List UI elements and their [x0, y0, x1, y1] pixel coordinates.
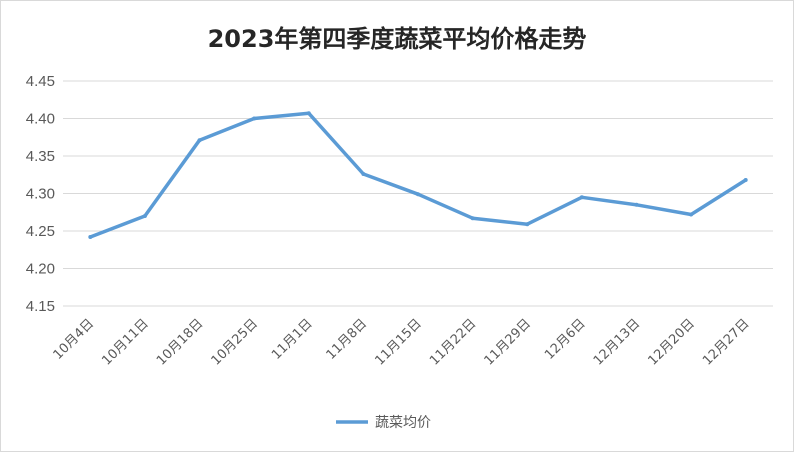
y-tick-label: 4.40 — [26, 111, 55, 128]
data-point — [743, 178, 748, 182]
data-point — [416, 192, 420, 197]
data-point — [306, 111, 311, 116]
x-tick-label: 10月11日 — [99, 316, 151, 368]
y-tick-label: 4.20 — [26, 261, 55, 278]
x-tick-label: 10月4日 — [51, 316, 98, 363]
chart-title: 2023年第四季度蔬菜平均价格走势 — [208, 25, 587, 53]
data-point — [579, 195, 584, 200]
data-point — [252, 116, 257, 121]
x-tick-label: 12月20日 — [646, 316, 698, 368]
y-tick-label: 4.35 — [26, 148, 55, 165]
x-tick-label: 11月22日 — [427, 316, 479, 368]
x-tick-label: 11月15日 — [372, 316, 424, 368]
y-axis-ticks: 4.15 4.20 4.25 4.30 4.35 4.40 4.45 — [26, 73, 55, 315]
data-point — [689, 212, 694, 217]
y-tick-label: 4.25 — [26, 223, 55, 240]
data-point — [361, 172, 366, 176]
series-line — [88, 111, 748, 239]
data-point — [142, 214, 147, 218]
x-tick-label: 12月6日 — [542, 316, 589, 363]
x-tick-label: 11月29日 — [482, 316, 534, 368]
legend: 蔬菜均价 — [336, 415, 431, 431]
x-axis-ticks: 10月4日 10月11日 10月18日 10月25日 11月1日 11月8日 11月15日 1… — [51, 316, 753, 368]
series-layer — [88, 111, 748, 239]
x-tick-label: 11月1日 — [269, 316, 316, 363]
legend-label: 蔬菜均价 — [375, 415, 431, 431]
x-tick-label: 12月13日 — [591, 316, 643, 368]
x-tick-label: 10月18日 — [154, 316, 206, 368]
data-point — [88, 235, 93, 239]
data-point — [197, 138, 202, 143]
gridlines — [63, 80, 773, 307]
data-point — [634, 202, 639, 207]
y-tick-label: 4.15 — [26, 298, 55, 315]
y-tick-label: 4.30 — [26, 186, 55, 203]
data-point — [470, 216, 475, 221]
y-tick-label: 4.45 — [26, 73, 55, 90]
x-tick-label: 12月27日 — [700, 316, 752, 368]
x-tick-label: 10月25日 — [209, 316, 261, 368]
x-tick-label: 11月8日 — [324, 316, 371, 363]
data-point — [525, 222, 530, 227]
